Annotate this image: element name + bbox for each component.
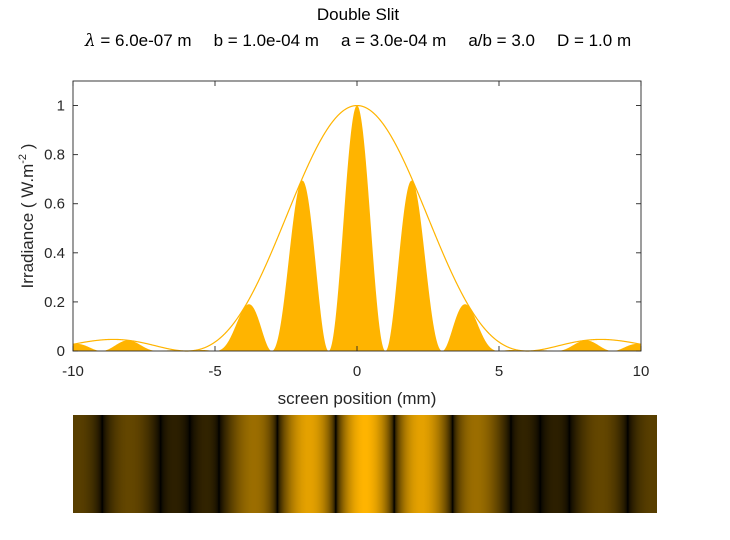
chart-title: Double Slit [317,5,399,24]
lambda-symbol: λ [84,31,96,51]
y-axis-label-exponent: -2 [17,154,29,164]
irradiance-area [73,105,641,351]
subtitle-param-ratio: a/b = 3.0 [468,31,535,50]
subtitle-param-slit-width: b = 1.0e-04 m [214,31,319,50]
plot-area: -10 -5 0 5 10 0 0.2 0.4 0.6 0.8 1 screen position… [17,80,649,408]
y-ticks: 0 0.2 0.4 0.6 0.8 1 [44,98,641,360]
subtitle-param-distance: D = 1.0 m [557,31,631,50]
x-tick-label: 10 [633,363,650,380]
y-axis-label-prefix: Irradiance ( W.m [18,164,37,289]
chart-subtitle: λ = 6.0e-07 m b = 1.0e-04 m a = 3.0e-04 m a… [84,31,631,51]
envelope-line [72,104,642,352]
y-tick-label: 0.4 [44,245,65,262]
x-ticks: -10 -5 0 5 10 [62,81,649,380]
x-tick-label: 5 [495,363,503,380]
y-tick-label: 0 [57,343,65,360]
x-axis-label: screen position (mm) [278,389,437,408]
x-tick-label: -5 [208,363,221,380]
y-axis-label: Irradiance ( W.m-2 ) [17,144,37,289]
intensity-strip [73,415,657,513]
x-tick-label: -10 [62,363,84,380]
y-tick-label: 0.6 [44,196,65,213]
y-axis-label-suffix: ) [18,144,37,154]
subtitle-param-slit-separation: a = 3.0e-04 m [341,31,446,50]
y-tick-label: 0.2 [44,294,65,311]
subtitle-param-wavelength: = 6.0e-07 m [96,31,192,50]
y-tick-label: 0.8 [44,147,65,164]
y-tick-label: 1 [57,98,65,115]
x-tick-label: 0 [353,363,361,380]
